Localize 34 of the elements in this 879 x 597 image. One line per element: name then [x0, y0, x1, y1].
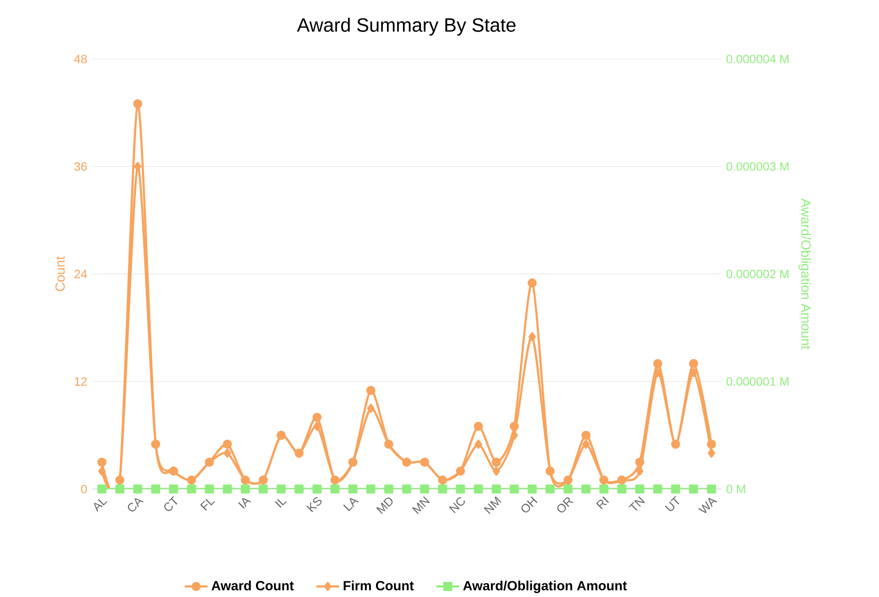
y-axis-title: Count [55, 256, 65, 292]
legend-label: Award/Obligation Amount [463, 580, 627, 594]
x-tick-label: LA [343, 498, 359, 512]
x-tick-label: WA [698, 498, 718, 514]
y2-tick-label: 0.000003 M [726, 162, 788, 171]
y-tick-label: 12 [74, 377, 87, 386]
x-tick-label: MD [376, 498, 393, 514]
y-tick-label: 24 [74, 270, 87, 278]
x-tick-label: TN [628, 496, 645, 511]
y2-tick-label: 0.000001 M [726, 377, 788, 386]
x-tick-label: MN [412, 496, 430, 514]
x-tick-label: FL [200, 498, 215, 511]
x-tick-label: CA [128, 498, 144, 512]
y2-tick-label: 0.000002 M [726, 270, 788, 278]
x-tick-label: IA [238, 498, 252, 509]
y2-axis-title: Award/Obligation Amount [798, 198, 812, 350]
y2-tick-label: 0.000004 M [726, 54, 788, 64]
legend-label: Award Count [212, 580, 294, 590]
x-tick-label: OH [521, 496, 538, 512]
legend-label: Firm Count [344, 580, 414, 590]
x-tick-label: RI [596, 496, 609, 510]
x-tick-label: AL [94, 498, 108, 512]
x-tick-label: KS [306, 497, 322, 512]
x-tick-label: OR [557, 497, 574, 512]
x-tick-label: CT [164, 496, 178, 511]
x-tick-label: NM [484, 496, 502, 514]
y-tick-label: 36 [74, 162, 87, 171]
x-tick-label: IL [274, 498, 287, 508]
y2-tick-label: 0 M [726, 484, 746, 494]
y-tick-label: 48 [74, 54, 87, 64]
x-tick-label: NC [448, 497, 465, 514]
chart-title: Award Summary By State [296, 18, 516, 36]
x-tick-label: UT [664, 496, 680, 512]
y-tick-label: 0 [81, 484, 87, 494]
